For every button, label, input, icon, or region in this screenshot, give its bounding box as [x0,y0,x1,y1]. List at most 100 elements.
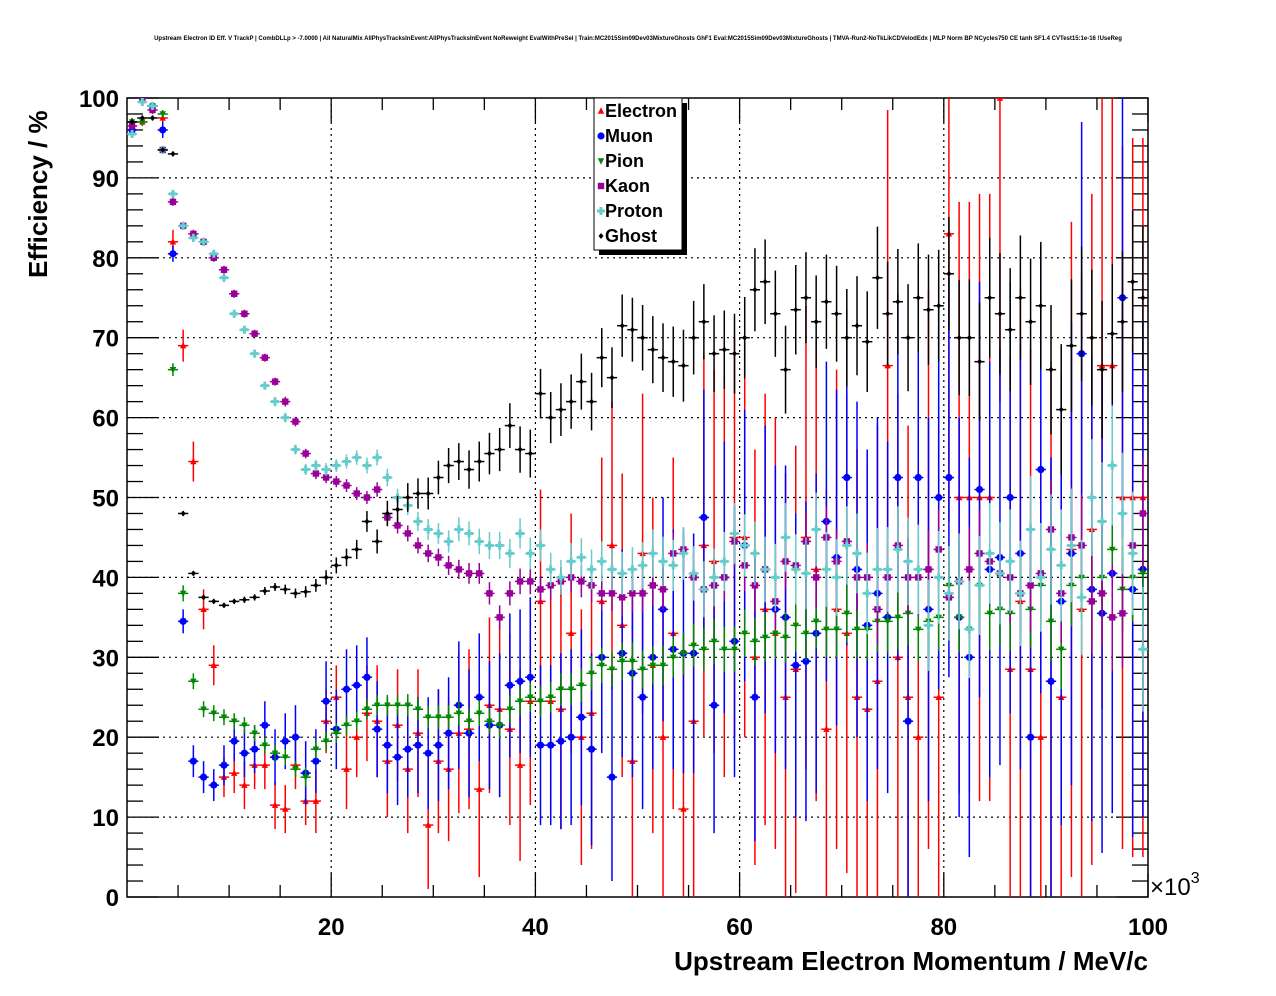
data-point [945,473,953,482]
data-point [414,741,422,749]
data-point [303,588,309,595]
data-point [935,693,942,700]
data-point [219,273,228,282]
data-point [302,450,309,457]
data-point [659,733,667,740]
data-point [588,670,595,677]
series-ghost [127,114,1148,609]
data-point [485,541,494,550]
data-point [231,290,238,297]
data-point [200,605,207,613]
data-point [568,398,574,405]
data-point [843,610,851,618]
data-point [373,453,382,462]
data-point [272,583,278,590]
data-point [567,686,575,693]
data-point [496,614,503,621]
data-point [301,465,310,474]
data-point [1119,318,1125,325]
data-point [240,749,249,757]
data-point [405,494,411,501]
data-point [497,446,503,453]
data-point [823,725,830,732]
data-point [843,473,851,482]
data-point [812,525,821,534]
data-point [424,714,432,721]
data-point [322,465,331,474]
data-point [241,596,247,603]
data-point [189,757,197,765]
data-point [200,706,207,713]
data-point [241,310,248,317]
data-point [710,573,719,582]
data-point [742,334,748,341]
data-point [895,298,901,305]
data-point [547,694,554,701]
data-point [834,310,840,317]
data-point [965,625,974,634]
data-point [1058,646,1065,654]
data-point [169,198,177,206]
data-point [1139,510,1147,517]
data-point [475,693,483,701]
x-multiplier-base: ×10 [1150,874,1191,901]
data-point [885,310,891,317]
data-point [1057,561,1066,570]
data-point [322,697,330,705]
data-point [1058,406,1064,413]
data-point [660,354,666,361]
y-tick-label: 60 [92,406,119,433]
data-point [292,590,298,597]
data-point [190,570,196,577]
data-point [476,710,483,717]
data-point [170,150,176,157]
data-point [832,573,841,582]
y-tick-label: 100 [79,86,119,113]
data-point [394,702,401,709]
data-point [393,753,402,761]
legend-item-muon: Muon [597,126,653,146]
x-multiplier-exponent: 3 [1191,870,1200,887]
data-point [607,565,616,574]
data-point [792,661,800,669]
data-point [383,473,392,482]
data-point [680,805,687,812]
y-tick-label: 80 [92,246,119,273]
data-point [639,666,646,673]
data-point [710,701,718,709]
data-point [618,569,627,578]
data-point [629,658,636,665]
data-point [537,698,544,705]
data-point [628,565,637,574]
legend-marker [597,182,605,190]
data-point [639,693,647,701]
data-point [956,334,962,341]
data-point [648,549,657,558]
data-point [231,598,237,605]
data-point [1026,525,1035,534]
data-point [649,582,657,589]
data-point [1026,733,1035,741]
data-point [1099,366,1105,373]
data-point [587,565,596,574]
data-point [446,462,452,469]
data-point [1109,546,1116,554]
data-point [1037,465,1045,474]
data-point [1109,330,1115,337]
data-point [1087,493,1096,502]
y-tick-label: 40 [92,565,119,592]
data-point [414,706,422,713]
data-point [793,306,799,313]
data-point [506,681,514,689]
data-point [384,510,390,517]
data-point [1048,366,1054,373]
data-point [343,482,350,489]
y-tick-label: 50 [92,486,119,513]
legend-label: Pion [605,151,644,171]
data-point [557,686,565,693]
data-point [813,318,819,325]
data-point [517,446,523,453]
data-point [1006,493,1014,502]
data-point [291,733,300,741]
